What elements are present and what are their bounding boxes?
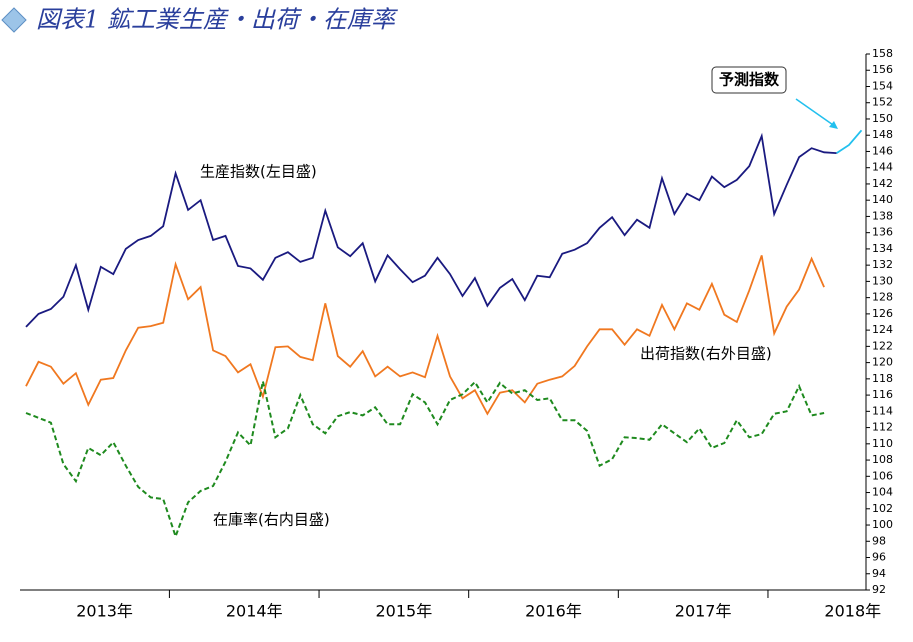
y-tick-label: 108: [872, 453, 893, 466]
y-tick-label: 100: [872, 518, 893, 531]
title-icon: [1, 7, 27, 33]
chart-title: 図表1 鉱工業生産・出荷・在庫率: [36, 6, 399, 34]
y-tick-label: 98: [872, 534, 886, 547]
callout-arrow: [795, 98, 837, 128]
y-tick-label: 154: [872, 79, 893, 92]
callout-box: [711, 66, 787, 94]
y-tick-label: 128: [872, 291, 893, 304]
y-tick-label: 92: [872, 583, 886, 596]
series-line: [25, 380, 825, 540]
y-tick-label: 148: [872, 128, 893, 141]
y-tick-label: 112: [872, 421, 893, 434]
y-tick-label: 104: [872, 486, 893, 499]
x-group-label: 2017年: [675, 602, 732, 621]
x-group-label: 2013年: [76, 602, 133, 621]
y-tick-label: 138: [872, 209, 893, 222]
y-tick-label: 114: [872, 404, 893, 417]
y-tick-label: 132: [872, 258, 893, 271]
series-label: 生産指数(左目盛): [200, 163, 317, 181]
y-tick-label: 124: [872, 323, 893, 336]
y-tick-label: 120: [872, 356, 893, 369]
y-tick-label: 134: [872, 242, 893, 255]
series-line: [836, 129, 863, 154]
arrow-head: [829, 121, 838, 129]
y-tick-label: 136: [872, 226, 893, 239]
y-tick-label: 106: [872, 469, 893, 482]
y-tick-label: 122: [872, 339, 893, 352]
series-label: 出荷指数(右外目盛): [640, 345, 772, 363]
x-group-label: 2018年: [824, 602, 881, 621]
series-label: 予測指数: [719, 71, 780, 89]
y-tick-label: 152: [872, 96, 893, 109]
y-tick-label: 156: [872, 63, 893, 76]
y-tick-label: 102: [872, 502, 893, 515]
series-line: [25, 255, 825, 416]
y-tick-label: 110: [872, 437, 893, 450]
y-tick-label: 142: [872, 177, 893, 190]
y-tick-label: 94: [872, 567, 886, 580]
y-tick-label: 146: [872, 144, 893, 157]
y-tick-label: 158: [872, 47, 893, 60]
series-label: 在庫率(右内目盛): [213, 511, 330, 529]
y-tick-label: 96: [872, 551, 886, 564]
y-tick-label: 118: [872, 372, 893, 385]
y-tick-label: 140: [872, 193, 893, 206]
y-tick-label: 130: [872, 274, 893, 287]
y-tick-label: 116: [872, 388, 893, 401]
x-group-label: 2016年: [525, 602, 582, 621]
y-tick-label: 126: [872, 307, 893, 320]
x-group-label: 2014年: [226, 602, 283, 621]
x-group-label: 2015年: [375, 602, 432, 621]
y-tick-label: 144: [872, 161, 893, 174]
series-line: [25, 132, 837, 328]
y-tick-label: 150: [872, 112, 893, 125]
